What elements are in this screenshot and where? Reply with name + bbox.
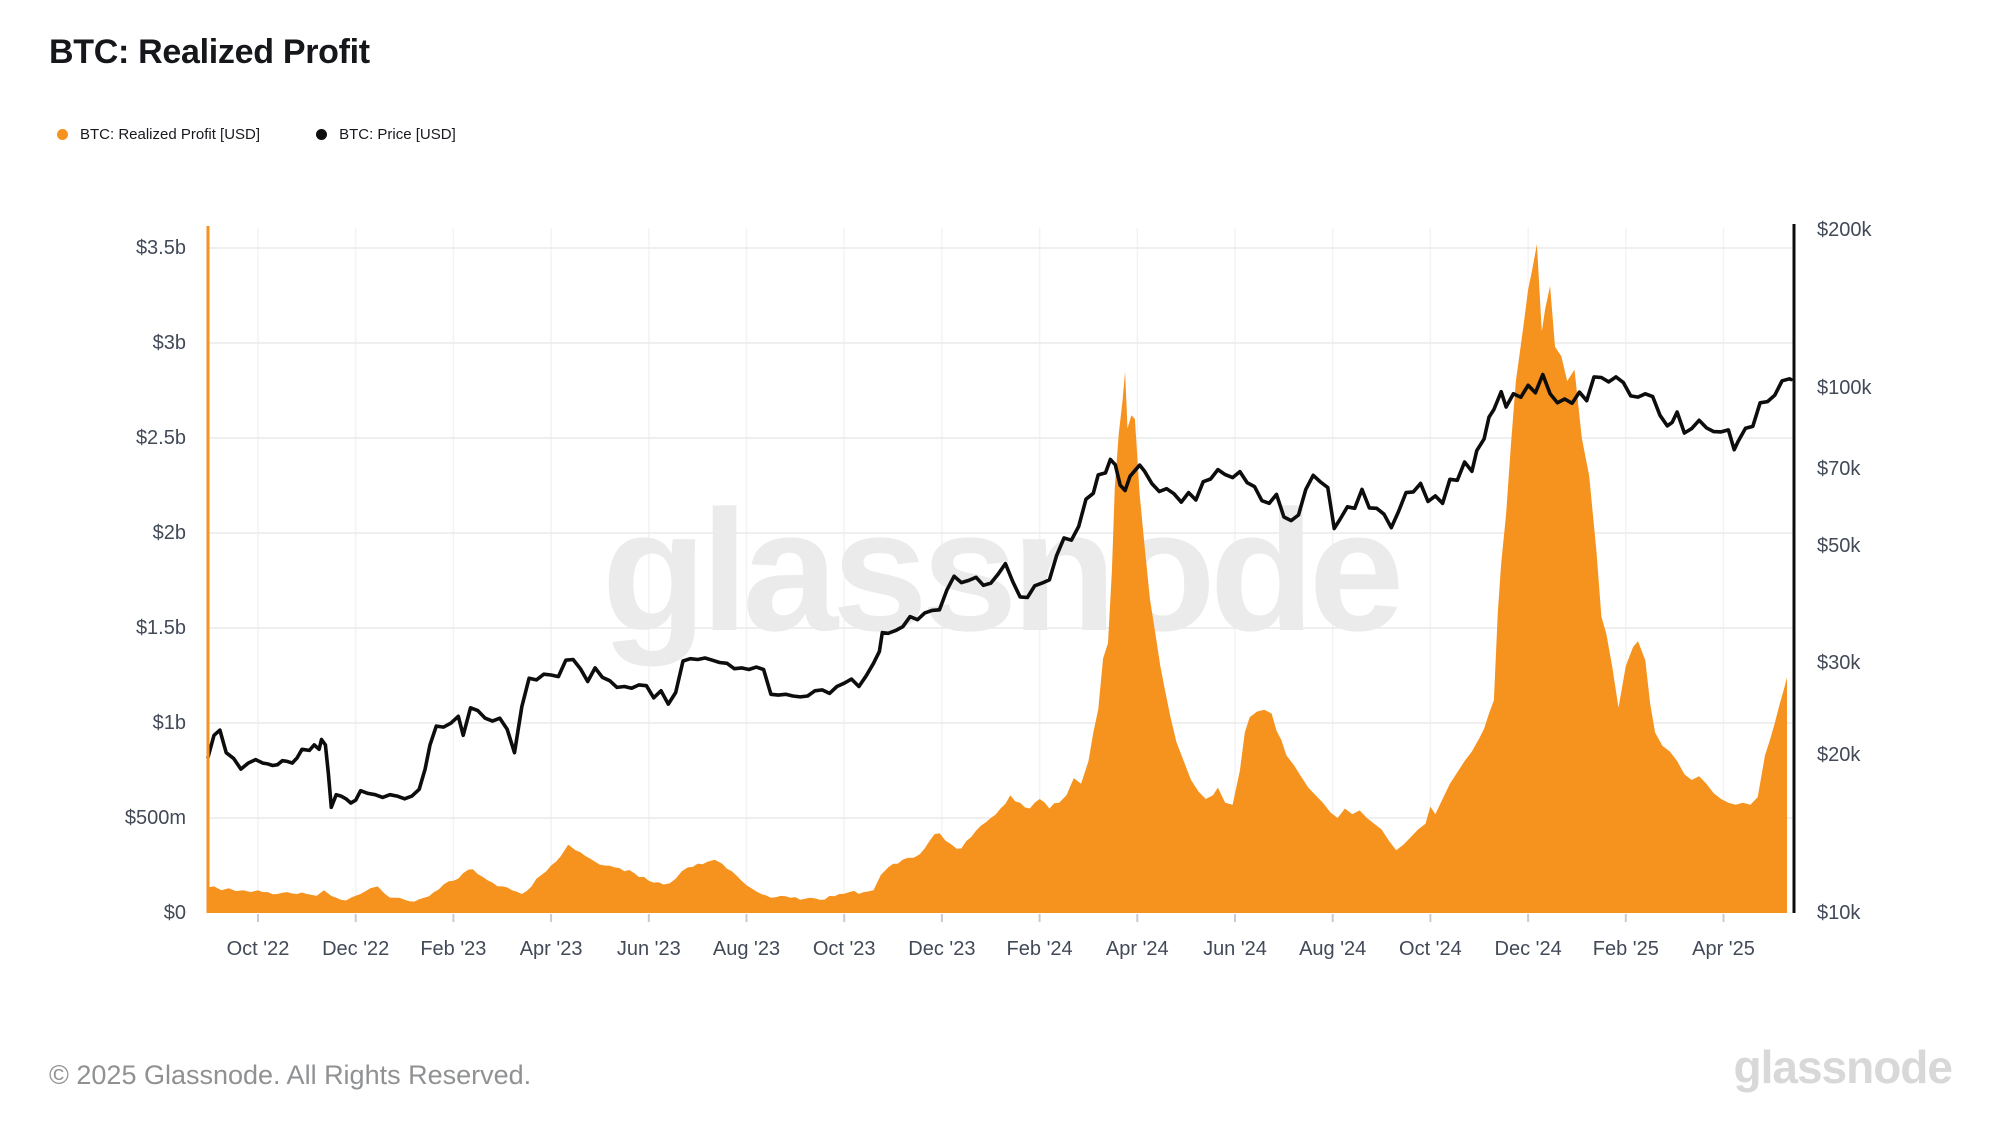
y-axis-label-right: $200k <box>1817 218 1872 241</box>
x-axis-label: Oct '24 <box>1399 938 1462 960</box>
y-axis-label-right: $20k <box>1817 743 1861 766</box>
y-axis-label-left: $3b <box>152 332 186 354</box>
legend-item-price[interactable]: BTC: Price [USD] <box>316 126 456 143</box>
glassnode-watermark: glassnode <box>602 475 1399 667</box>
y-axis-label-left: $3.5b <box>135 237 186 259</box>
legend-item-realized-profit[interactable]: BTC: Realized Profit [USD] <box>57 126 260 143</box>
x-axis-label: Apr '23 <box>519 938 583 960</box>
y-axis-label-right: $30k <box>1817 651 1861 674</box>
y-axis-label-left: $1b <box>152 712 186 734</box>
y-axis-label-left: $0 <box>163 902 186 924</box>
y-axis-label-left: $1.5b <box>135 617 186 639</box>
x-axis-label: Jun '23 <box>616 938 681 960</box>
x-axis-label: Dec '22 <box>322 938 390 960</box>
x-axis-label: Aug '24 <box>1299 938 1367 960</box>
y-axis-label-left: $2.5b <box>135 427 186 449</box>
x-axis-label: Apr '24 <box>1105 938 1169 960</box>
legend-swatch-orange-icon <box>57 129 68 140</box>
legend: BTC: Realized Profit [USD] BTC: Price [U… <box>57 126 456 143</box>
x-axis-label: Oct '23 <box>812 938 876 960</box>
y-axis-label-left: $2b <box>152 522 186 544</box>
page-title: BTC: Realized Profit <box>49 33 370 71</box>
legend-swatch-black-icon <box>316 129 328 140</box>
glassnode-logo: glassnode <box>1733 1041 1953 1093</box>
y-axis-label-right: $50k <box>1817 535 1861 558</box>
x-axis-label: Dec '23 <box>908 938 976 960</box>
y-axis-label-right: $10k <box>1817 902 1861 924</box>
legend-label: BTC: Price [USD] <box>339 126 456 143</box>
x-axis-label: Feb '23 <box>420 938 487 960</box>
series-realized-profit-area <box>208 244 1787 913</box>
y-axis-label-right: $70k <box>1817 458 1861 481</box>
x-axis-label: Oct '22 <box>226 938 290 960</box>
x-axis-label: Jun '24 <box>1203 938 1267 960</box>
x-axis-label: Aug '23 <box>712 938 781 960</box>
legend-label: BTC: Realized Profit [USD] <box>80 126 261 143</box>
x-axis-label: Feb '25 <box>1592 938 1659 960</box>
footer-copyright: © 2025 Glassnode. All Rights Reserved. <box>49 1060 532 1090</box>
series-price-line <box>206 372 1793 810</box>
x-axis-label: Apr '25 <box>1692 938 1755 960</box>
x-axis-label: Feb '24 <box>1006 938 1073 960</box>
y-axis-label-left: $500m <box>124 807 186 829</box>
x-axis-label: Dec '24 <box>1494 938 1562 960</box>
y-axis-label-right: $100k <box>1817 377 1872 399</box>
